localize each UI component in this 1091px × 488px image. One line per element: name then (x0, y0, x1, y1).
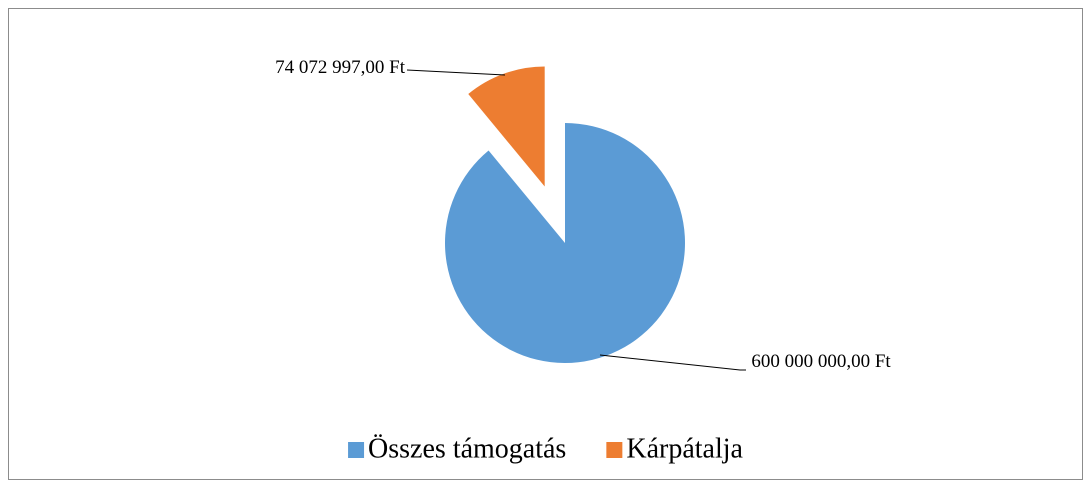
legend-label: Kárpátalja (626, 433, 743, 464)
data-label: 600 000 000,00 Ft (751, 351, 891, 372)
pie-slice (444, 123, 686, 364)
pie-slice (468, 66, 545, 187)
legend-swatch (348, 442, 365, 458)
leader-line (406, 69, 506, 76)
leader-line (599, 354, 746, 371)
legend-label: Összes támogatás (368, 433, 566, 464)
data-label: 74 072 997,00 Ft (275, 57, 405, 78)
legend-swatch (606, 442, 623, 458)
